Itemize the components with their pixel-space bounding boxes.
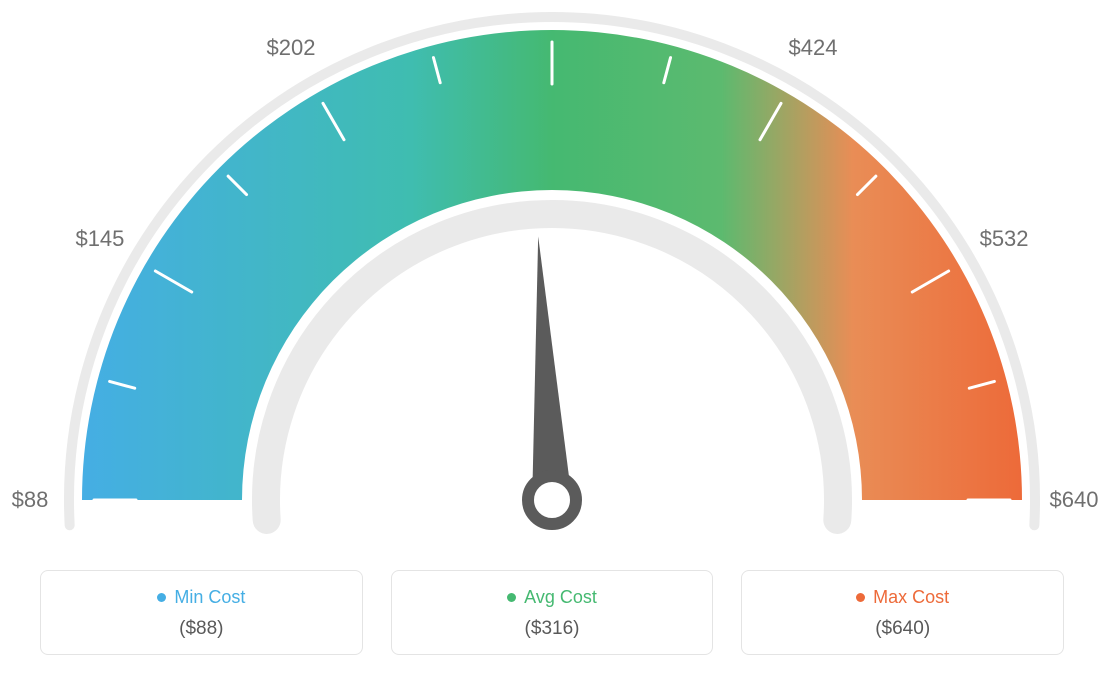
legend-max-label: Max Cost	[873, 587, 949, 608]
legend-min-card: Min Cost ($88)	[40, 570, 363, 655]
legend-min-title: Min Cost	[157, 587, 245, 608]
gauge-tick-label: $640	[1050, 487, 1099, 512]
gauge-tick-label: $424	[789, 35, 838, 60]
legend-avg-title: Avg Cost	[507, 587, 597, 608]
gauge-tick-label: $145	[75, 226, 124, 251]
legend-min-label: Min Cost	[174, 587, 245, 608]
gauge-hub	[528, 476, 576, 524]
gauge-svg: $88$145$202$316$424$532$640	[0, 0, 1104, 560]
gauge-needle	[532, 236, 570, 490]
legend-avg-value: ($316)	[402, 618, 703, 640]
legend-avg-label: Avg Cost	[524, 587, 597, 608]
dot-icon	[856, 593, 865, 602]
dot-icon	[507, 593, 516, 602]
cost-gauge: $88$145$202$316$424$532$640	[0, 0, 1104, 560]
legend-max-card: Max Cost ($640)	[741, 570, 1064, 655]
gauge-tick-label: $532	[980, 226, 1029, 251]
dot-icon	[157, 593, 166, 602]
legend-max-value: ($640)	[752, 618, 1053, 640]
gauge-tick-label: $202	[267, 35, 316, 60]
legend-min-value: ($88)	[51, 618, 352, 640]
gauge-tick-label: $88	[12, 487, 49, 512]
legend-avg-card: Avg Cost ($316)	[391, 570, 714, 655]
legend-row: Min Cost ($88) Avg Cost ($316) Max Cost …	[0, 570, 1104, 655]
legend-max-title: Max Cost	[856, 587, 949, 608]
